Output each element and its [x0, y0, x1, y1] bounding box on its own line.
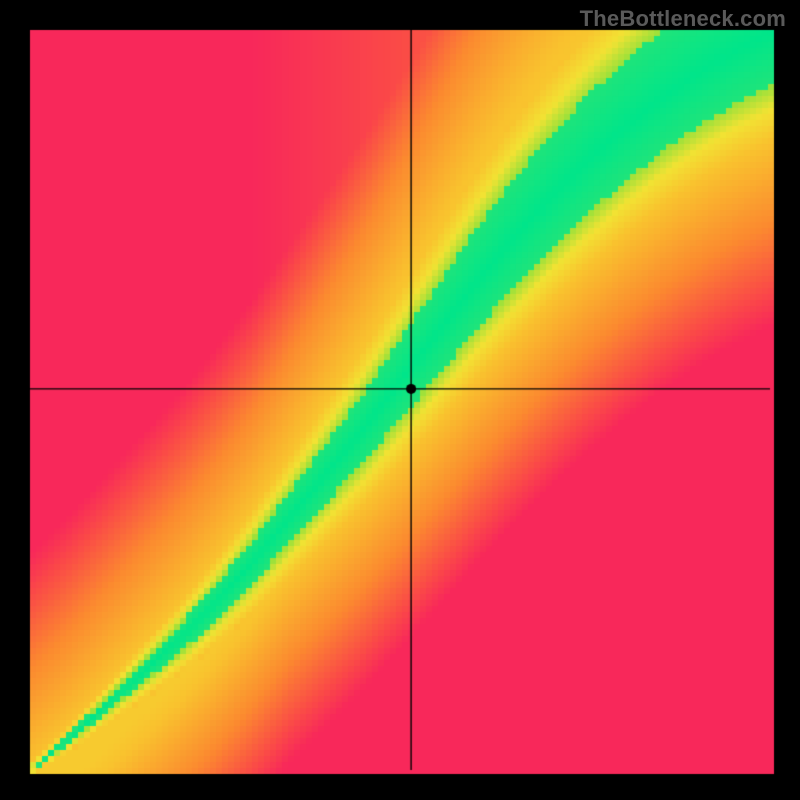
- watermark-text: TheBottleneck.com: [580, 6, 786, 32]
- bottleneck-heatmap: [0, 0, 800, 800]
